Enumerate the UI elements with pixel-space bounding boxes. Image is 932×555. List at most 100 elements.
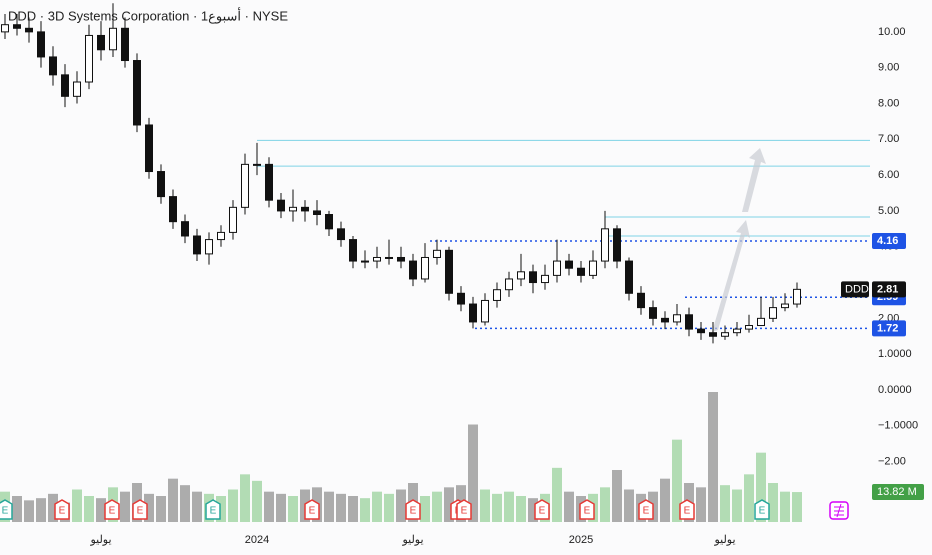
volume-bar xyxy=(240,474,250,522)
candle-body xyxy=(169,196,177,223)
candle-body xyxy=(709,332,717,337)
forecast-arrows xyxy=(712,148,766,332)
volume-bar xyxy=(372,491,382,522)
volume-tag: 13.82 M xyxy=(877,486,917,498)
level-tag-box xyxy=(872,233,906,250)
candle-body xyxy=(493,289,501,301)
candle-body xyxy=(349,239,357,262)
x-tick-label: 2025 xyxy=(569,534,593,546)
candle-body xyxy=(445,249,453,294)
volume-bar xyxy=(492,493,502,522)
volume-bar xyxy=(36,498,46,522)
y-tick-label: 8.00 xyxy=(878,97,899,109)
candle-body xyxy=(253,163,261,166)
volume-bar xyxy=(288,496,298,522)
candle-body xyxy=(1,24,9,33)
volume-bar xyxy=(252,480,262,522)
earnings-icon xyxy=(579,499,595,520)
earnings-label: E xyxy=(59,506,66,517)
candle-body xyxy=(25,27,33,33)
candle-body xyxy=(745,325,753,330)
volume-bar xyxy=(156,496,166,522)
earnings-label: E xyxy=(410,506,417,517)
volume-bar xyxy=(180,485,190,522)
candle-body xyxy=(241,163,249,208)
volume-bar xyxy=(12,496,22,522)
y-tick-label: 10.00 xyxy=(878,26,906,38)
y-tick-label: 9.00 xyxy=(878,62,899,74)
candle-body xyxy=(457,292,465,305)
earnings-label: E xyxy=(759,506,766,517)
earnings-icon xyxy=(679,499,695,520)
candle-body xyxy=(721,332,729,337)
volume-bar xyxy=(708,392,718,522)
y-tick-label: 7.00 xyxy=(878,133,899,145)
volume-bar xyxy=(444,487,454,522)
volume-bar xyxy=(468,424,478,522)
candle-body xyxy=(529,271,537,284)
volume-bar xyxy=(564,491,574,522)
candle-body xyxy=(97,34,105,51)
candle-body xyxy=(685,314,693,330)
candle-body xyxy=(265,163,273,201)
level-tag: 1.72 xyxy=(877,322,898,334)
y-tick-label: 5.00 xyxy=(878,205,899,217)
candle-body xyxy=(61,74,69,97)
volume-tag-box xyxy=(872,484,924,501)
candle-body xyxy=(277,199,285,212)
candle-body xyxy=(589,260,597,276)
volume-bar xyxy=(360,498,370,522)
candle-body xyxy=(469,303,477,323)
volume-bar xyxy=(192,491,202,522)
earnings-label: E xyxy=(584,506,591,517)
candle-body xyxy=(409,260,417,280)
candle-body xyxy=(601,228,609,262)
volume-bar xyxy=(72,489,82,522)
earnings-icon xyxy=(754,499,770,520)
volume-bar xyxy=(672,439,682,522)
earnings-label: E xyxy=(684,506,691,517)
arrow xyxy=(742,148,766,212)
volume-bar xyxy=(84,496,94,522)
earnings-label: E xyxy=(210,506,217,517)
candle-body xyxy=(421,256,429,280)
earnings-label: E xyxy=(2,506,9,517)
volume-bar xyxy=(144,493,154,522)
candle-body xyxy=(193,235,201,255)
volume-bar xyxy=(480,489,490,522)
y-tick-label: 1.0000 xyxy=(878,348,912,360)
volume-bar xyxy=(336,493,346,522)
earnings-label: E xyxy=(643,506,650,517)
candle-body xyxy=(517,271,525,280)
volume-bar xyxy=(24,500,34,522)
y-tick-label: 0.0000 xyxy=(878,384,912,396)
volume-bar xyxy=(696,487,706,522)
level-tag: 4.16 xyxy=(877,235,898,247)
earnings-label: E xyxy=(461,506,468,517)
y-tick-label: 6.00 xyxy=(878,169,899,181)
candle-body xyxy=(313,210,321,216)
earnings-icon xyxy=(534,499,550,520)
candle-body xyxy=(481,299,489,323)
volume-bar xyxy=(216,496,226,522)
volume-bar xyxy=(768,483,778,522)
candle-body xyxy=(553,260,561,276)
candle-body xyxy=(325,214,333,230)
candle-body xyxy=(697,328,705,334)
candle-body xyxy=(625,260,633,294)
candle-body xyxy=(121,27,129,62)
candle-body xyxy=(769,307,777,319)
candle-body xyxy=(205,239,213,255)
volume-bar xyxy=(720,485,730,522)
volume-bar xyxy=(528,498,538,522)
earnings-label: E xyxy=(109,506,116,517)
symbol-box xyxy=(841,281,869,298)
volume-bar xyxy=(96,498,106,522)
y-tick-label: −1.0000 xyxy=(878,420,918,432)
earnings-icon xyxy=(54,499,70,520)
earnings-label: E xyxy=(137,506,144,517)
candle-body xyxy=(361,260,369,263)
earnings-icon xyxy=(405,499,421,520)
